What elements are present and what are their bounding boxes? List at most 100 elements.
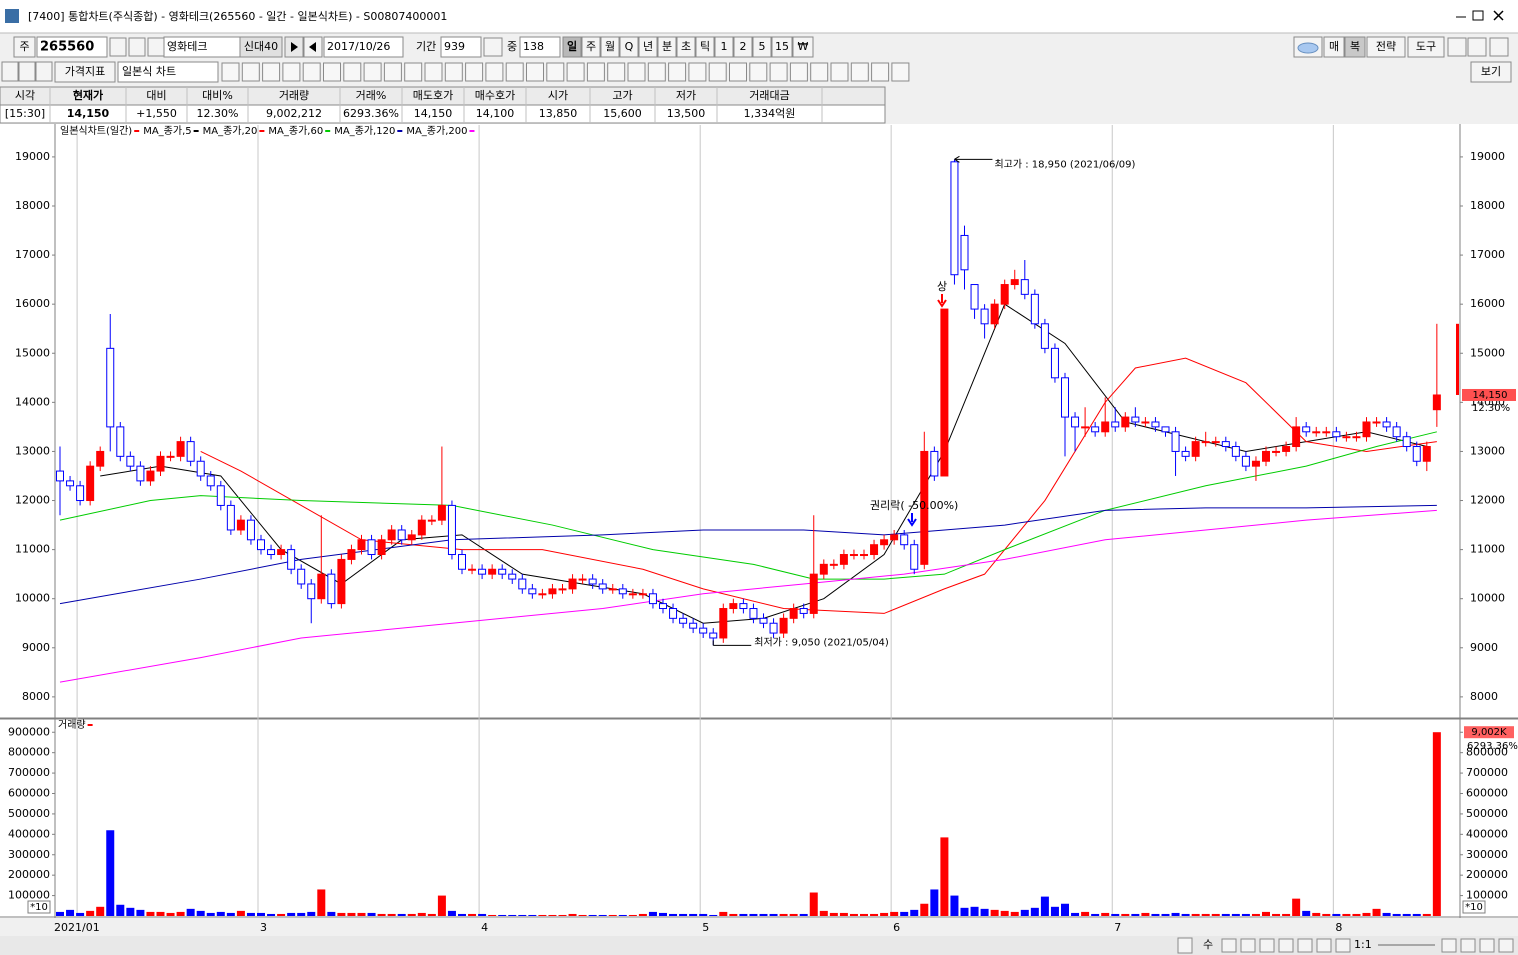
candle-body — [427, 519, 436, 522]
interval-button[interactable] — [771, 36, 793, 58]
code-input[interactable] — [36, 36, 108, 58]
nav-button[interactable] — [1240, 938, 1256, 953]
interval-button[interactable] — [676, 36, 696, 58]
chart-kind-select[interactable] — [117, 61, 219, 83]
nav-button[interactable] — [1278, 938, 1294, 953]
interval-button[interactable] — [752, 36, 772, 58]
drawing-tool[interactable] — [302, 62, 321, 82]
drawing-tool[interactable] — [363, 62, 382, 82]
icon-button[interactable] — [147, 37, 165, 57]
icon-button[interactable] — [109, 37, 127, 57]
drawing-tool[interactable] — [607, 62, 626, 82]
interval-button[interactable] — [714, 36, 734, 58]
maximize[interactable] — [1472, 10, 1484, 21]
tool-button[interactable] — [1323, 36, 1345, 58]
drawing-tool[interactable] — [282, 62, 301, 82]
drawing-tool[interactable] — [708, 62, 727, 82]
drawing-tool[interactable] — [729, 62, 747, 82]
close[interactable] — [1493, 10, 1504, 21]
drawing-tool[interactable] — [241, 62, 260, 82]
drawing-tool[interactable] — [668, 62, 687, 82]
nav-button[interactable] — [1335, 938, 1351, 953]
candle-body — [1402, 436, 1411, 448]
drawing-tool[interactable] — [688, 62, 707, 82]
drawing-tool[interactable] — [850, 62, 869, 82]
interval-button[interactable] — [638, 36, 658, 58]
interval-button[interactable] — [792, 36, 814, 58]
tool-button[interactable] — [1344, 36, 1366, 58]
count-input[interactable] — [519, 36, 561, 58]
drawing-tool[interactable] — [343, 62, 362, 82]
drawing-tool[interactable] — [404, 62, 423, 82]
drawing-tool[interactable] — [526, 62, 544, 82]
view-button[interactable] — [1470, 61, 1512, 83]
drawing-tool[interactable] — [262, 62, 281, 82]
interval-button[interactable] — [562, 36, 582, 58]
volume-bar — [307, 911, 316, 916]
volume-bar — [719, 911, 728, 916]
candle-body — [1191, 441, 1200, 457]
drawing-tool[interactable] — [444, 62, 463, 82]
drawing-tool[interactable] — [749, 62, 768, 82]
nav-button[interactable] — [1498, 938, 1514, 953]
volume-bar — [528, 914, 537, 916]
drawing-tool[interactable] — [769, 62, 788, 82]
drawing-tool[interactable] — [789, 62, 808, 82]
icon-button[interactable] — [1467, 37, 1487, 57]
drawing-tool[interactable] — [871, 62, 890, 82]
drawing-tool[interactable] — [221, 62, 240, 82]
drawing-tool[interactable] — [485, 62, 504, 82]
volume-bar — [508, 914, 517, 916]
nav-button[interactable] — [1221, 938, 1237, 953]
interval-button[interactable] — [581, 36, 601, 58]
nav-button[interactable] — [1460, 938, 1476, 953]
drawing-tool[interactable] — [891, 62, 910, 82]
drawing-tool[interactable] — [546, 62, 565, 82]
scroll-arrow[interactable] — [1177, 937, 1193, 954]
drawing-tool[interactable] — [810, 62, 829, 82]
date-input[interactable] — [323, 36, 404, 58]
tool-button[interactable] — [1407, 36, 1445, 58]
drawing-tool[interactable] — [383, 62, 402, 82]
interval-button[interactable] — [657, 36, 677, 58]
drawing-tool[interactable] — [830, 62, 849, 82]
drawing-tool[interactable] — [627, 62, 646, 82]
icon-button[interactable] — [483, 37, 503, 57]
drawing-tool[interactable] — [465, 62, 484, 82]
icon-button[interactable] — [1489, 37, 1509, 57]
tool-button[interactable] — [1366, 36, 1406, 58]
icon-button[interactable] — [35, 61, 53, 82]
nav-button[interactable] — [1441, 938, 1457, 953]
volume-bar — [1000, 910, 1009, 916]
indicator-button[interactable] — [54, 61, 116, 83]
interval-button[interactable] — [695, 36, 715, 58]
volume-bar — [900, 911, 909, 916]
icon-button[interactable] — [128, 37, 146, 57]
drawing-tool[interactable] — [647, 62, 666, 82]
candle-body — [950, 161, 959, 276]
drawing-tool[interactable] — [424, 62, 443, 82]
icon-button[interactable] — [18, 61, 36, 82]
nav-button[interactable] — [1259, 938, 1275, 953]
interval-button[interactable] — [619, 36, 639, 58]
candle-body — [719, 608, 728, 639]
candle-body — [1151, 421, 1160, 428]
drawing-tool[interactable] — [323, 62, 341, 82]
quote-value-cell: 14,150 — [67, 107, 110, 120]
nav-button[interactable] — [1316, 938, 1332, 953]
volume-bar — [1171, 912, 1180, 916]
drawing-tool[interactable] — [566, 62, 585, 82]
candle-body — [960, 234, 969, 271]
nav-button[interactable] — [1479, 938, 1495, 953]
drawing-tool[interactable] — [505, 62, 524, 82]
drawing-tool[interactable] — [586, 62, 605, 82]
market-box[interactable] — [13, 36, 36, 58]
interval-button[interactable] — [733, 36, 753, 58]
icon-button[interactable] — [1447, 37, 1467, 57]
nav-button[interactable] — [1297, 938, 1313, 953]
icon-button[interactable] — [1, 61, 19, 82]
volume-bar — [518, 914, 527, 916]
scroll-bar[interactable] — [0, 936, 1518, 955]
interval-button[interactable] — [600, 36, 620, 58]
period-input[interactable] — [440, 36, 482, 58]
